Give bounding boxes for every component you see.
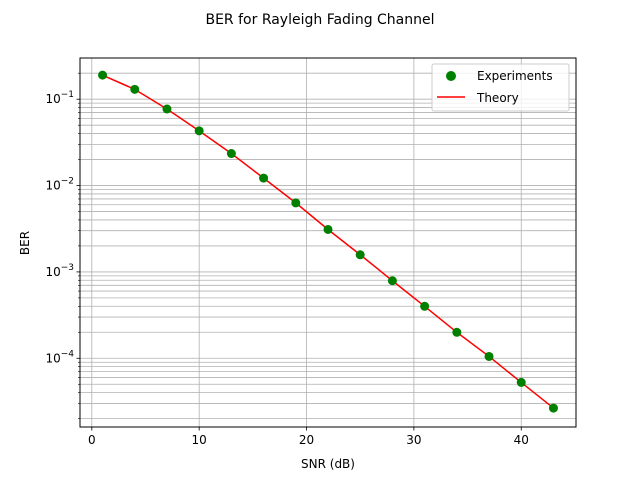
y-tick-label: 10−2	[45, 177, 74, 193]
y-tick-label: 10−1	[45, 90, 74, 106]
experiment-point	[420, 301, 430, 311]
x-tick-label: 10	[192, 433, 207, 447]
x-tick-label: 20	[299, 433, 314, 447]
experiment-point	[98, 70, 108, 80]
experiment-point	[259, 173, 269, 183]
experiments-series	[98, 70, 558, 413]
experiment-point	[323, 224, 333, 234]
legend-experiments-label: Experiments	[477, 69, 553, 83]
experiment-point	[387, 276, 397, 286]
x-tick-label: 30	[406, 433, 421, 447]
legend-theory-label: Theory	[476, 91, 519, 105]
y-axis-label: BER	[18, 231, 32, 255]
x-tick-label: 40	[514, 433, 529, 447]
experiment-point	[291, 198, 301, 208]
experiment-point	[516, 377, 526, 387]
experiment-point	[484, 351, 494, 361]
chart-title: BER for Rayleigh Fading Channel	[205, 12, 434, 28]
y-axis: 10−1 10−2 10−3 10−4	[45, 72, 80, 419]
experiment-point	[452, 327, 462, 337]
experiment-point	[162, 104, 172, 114]
experiment-point	[226, 149, 236, 159]
y-tick-label: 10−4	[45, 349, 74, 365]
x-axis-label: SNR (dB)	[301, 457, 355, 471]
experiment-point	[194, 126, 204, 136]
plot-frame	[79, 57, 577, 428]
y-tick-label: 10−3	[45, 263, 74, 279]
legend-experiments-marker	[446, 71, 456, 81]
experiment-point	[355, 250, 365, 260]
legend: Experiments Theory	[431, 63, 570, 112]
experiment-point	[548, 403, 558, 413]
experiment-point	[130, 84, 140, 94]
x-tick-label: 0	[88, 433, 96, 447]
x-axis: 0 10 20 30 40	[88, 427, 529, 447]
legend-box	[431, 63, 570, 112]
